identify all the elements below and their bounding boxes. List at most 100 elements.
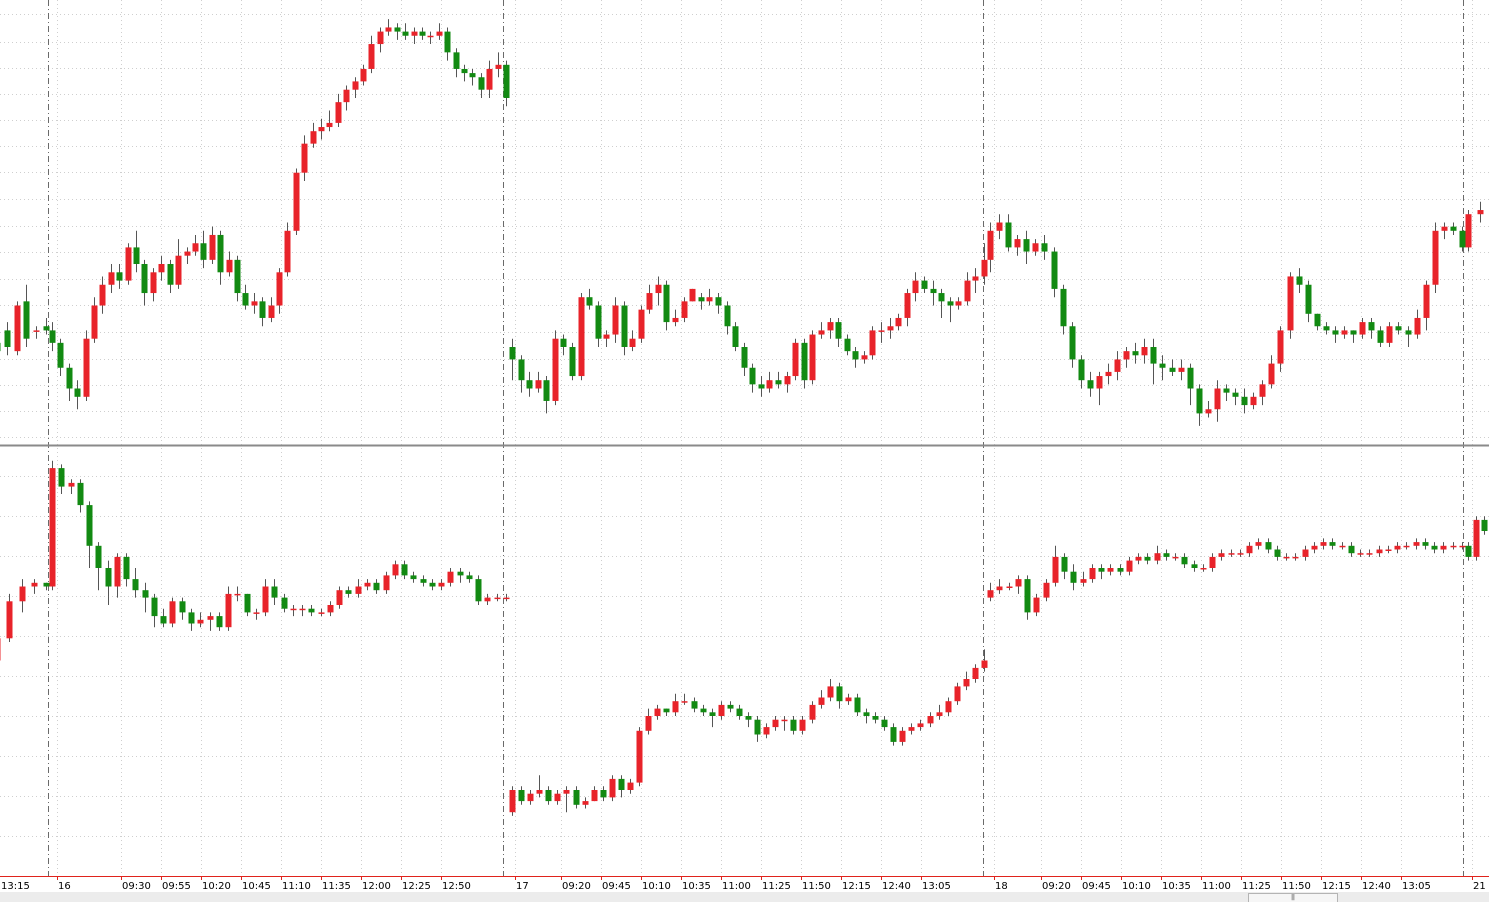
candle-up: [629, 338, 636, 347]
candle-up: [1459, 545, 1466, 548]
x-tick-label: 11:00: [722, 881, 751, 892]
candle-up: [234, 593, 241, 596]
candle-up: [335, 102, 342, 123]
candle-up: [963, 679, 970, 687]
candle-up: [809, 334, 816, 381]
candle-down: [618, 778, 625, 790]
candle-up: [318, 612, 325, 614]
candle-down: [1232, 392, 1239, 397]
candle-up: [1432, 230, 1439, 285]
candle-down: [1181, 556, 1188, 565]
candle-down: [1377, 330, 1384, 343]
candle-up: [1423, 284, 1430, 318]
candle-down: [775, 380, 782, 385]
candle-up: [972, 276, 979, 281]
candle-down: [732, 326, 739, 347]
candle-down: [698, 297, 705, 302]
candle-up: [83, 338, 90, 397]
candle-up: [527, 793, 534, 802]
candle-down: [1350, 330, 1357, 335]
candle-down: [419, 31, 426, 36]
candle-down: [1023, 239, 1030, 252]
candle-up: [1440, 545, 1447, 550]
candle-down: [801, 342, 808, 381]
candle-down: [509, 347, 516, 360]
candle-up: [1376, 549, 1383, 554]
candle-down: [281, 597, 288, 609]
candle-down: [259, 301, 266, 318]
candle-up: [1015, 579, 1022, 587]
candle-up: [68, 482, 75, 487]
candle-down: [1431, 545, 1438, 550]
candle-down: [179, 601, 186, 613]
candle-down: [475, 579, 482, 602]
candle-down: [4, 330, 11, 347]
candle-up: [108, 272, 115, 285]
candle-up: [1339, 545, 1346, 548]
candle-down: [188, 612, 195, 624]
candle-down: [844, 338, 851, 352]
candle-up: [1033, 597, 1040, 613]
candle-up: [1135, 556, 1142, 561]
candle-up: [352, 81, 359, 90]
candle-up: [672, 701, 679, 713]
candle-up: [1385, 549, 1392, 551]
candle-up: [645, 716, 652, 731]
candle-down: [394, 27, 401, 32]
x-tick-label: 11:50: [1282, 881, 1311, 892]
candle-up: [262, 586, 269, 613]
candle-up: [509, 790, 516, 813]
candle-down: [23, 301, 30, 339]
candle-down: [518, 359, 525, 381]
x-tick-label: 16: [58, 881, 71, 892]
candle-up: [981, 660, 988, 668]
candle-up: [1357, 553, 1364, 555]
candle-up: [1154, 553, 1161, 561]
scrollbar-thumb[interactable]: |||: [1248, 893, 1338, 902]
candle-up: [0, 638, 1, 661]
candle-up: [987, 230, 994, 260]
candle-up: [301, 143, 308, 173]
candle-down: [141, 264, 148, 294]
candle-down: [930, 288, 937, 294]
candle-up: [612, 305, 619, 335]
candle-down: [1395, 326, 1402, 331]
candle-down: [345, 590, 352, 594]
candle-down: [242, 293, 249, 306]
candle-down: [1296, 276, 1303, 285]
candle-up: [1043, 582, 1050, 598]
candle-up: [954, 686, 961, 702]
candle-down: [1051, 251, 1058, 289]
candle-down: [234, 259, 241, 294]
x-tick-label: 12:15: [842, 881, 871, 892]
candle-up: [1359, 322, 1366, 335]
candle-down: [1098, 568, 1105, 572]
candle-up: [486, 68, 493, 90]
candle-down: [217, 234, 224, 273]
candle-down: [1191, 564, 1198, 568]
candle-up: [636, 730, 643, 783]
candle-down: [745, 716, 752, 720]
candle-down: [1323, 326, 1330, 331]
candle-down: [1070, 571, 1077, 583]
candle-down: [142, 590, 149, 598]
candle-up: [169, 601, 176, 624]
candle-down: [854, 697, 861, 713]
candle-up: [1259, 384, 1266, 397]
candle-down: [1024, 579, 1031, 613]
candle-up: [438, 582, 445, 587]
candle-down: [116, 272, 123, 281]
candle-down: [749, 367, 756, 385]
horizontal-scrollbar[interactable]: [0, 892, 1489, 902]
candle-up: [792, 342, 799, 377]
candle-down: [709, 712, 716, 716]
x-tick-label: 10:10: [642, 881, 671, 892]
candle-down: [244, 593, 251, 613]
candle-up: [383, 575, 390, 591]
candle-down: [1041, 243, 1048, 252]
candle-down: [1144, 556, 1151, 561]
x-tick-label: 09:45: [1082, 881, 1111, 892]
candle-down: [741, 347, 748, 368]
candle-up: [552, 338, 559, 401]
candle-up: [1126, 560, 1133, 572]
